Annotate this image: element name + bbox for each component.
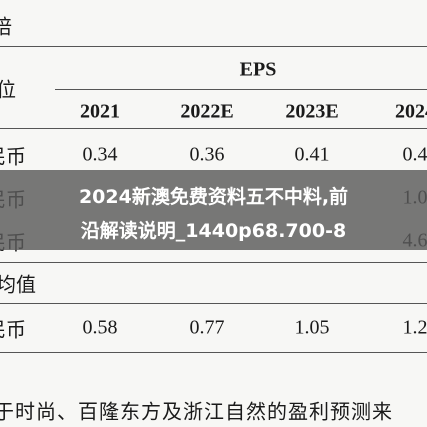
year-header: 2024 xyxy=(395,100,427,123)
banner-line: 2024新澳免费资料五不中料,前 xyxy=(78,186,349,208)
cell: 0.77 xyxy=(189,316,225,339)
cell: 1.2 xyxy=(402,316,427,339)
rule xyxy=(0,46,427,47)
group-header: EPS xyxy=(239,58,277,81)
footnote: 于时尚、百隆东方及浙江自然的盈利预测来 xyxy=(0,401,393,424)
rule xyxy=(55,89,427,90)
cell: 0.41 xyxy=(294,143,330,166)
cell: 0.4 xyxy=(402,143,427,166)
rule xyxy=(0,262,427,263)
row-label: 民币 xyxy=(0,146,26,169)
year-header: 2021 xyxy=(80,100,120,123)
rule xyxy=(0,128,427,129)
cell: 1.05 xyxy=(294,316,330,339)
rule xyxy=(0,303,427,304)
top-label: 培 xyxy=(0,16,12,39)
row-label: 民币 xyxy=(0,319,26,342)
section-label: 均值 xyxy=(0,274,36,297)
banner-line: 沿解读说明_1440p68.700-8 xyxy=(80,220,347,242)
cell: 0.36 xyxy=(189,143,225,166)
cell: 0.58 xyxy=(82,316,118,339)
rule xyxy=(0,352,427,353)
cell: 0.34 xyxy=(82,143,118,166)
year-header: 2023E xyxy=(285,100,339,123)
overlay-banner: 2024新澳免费资料五不中料,前 沿解读说明_1440p68.700-8 xyxy=(0,170,427,250)
year-header: 2022E xyxy=(180,100,234,123)
unit-label: 位 xyxy=(0,79,16,102)
